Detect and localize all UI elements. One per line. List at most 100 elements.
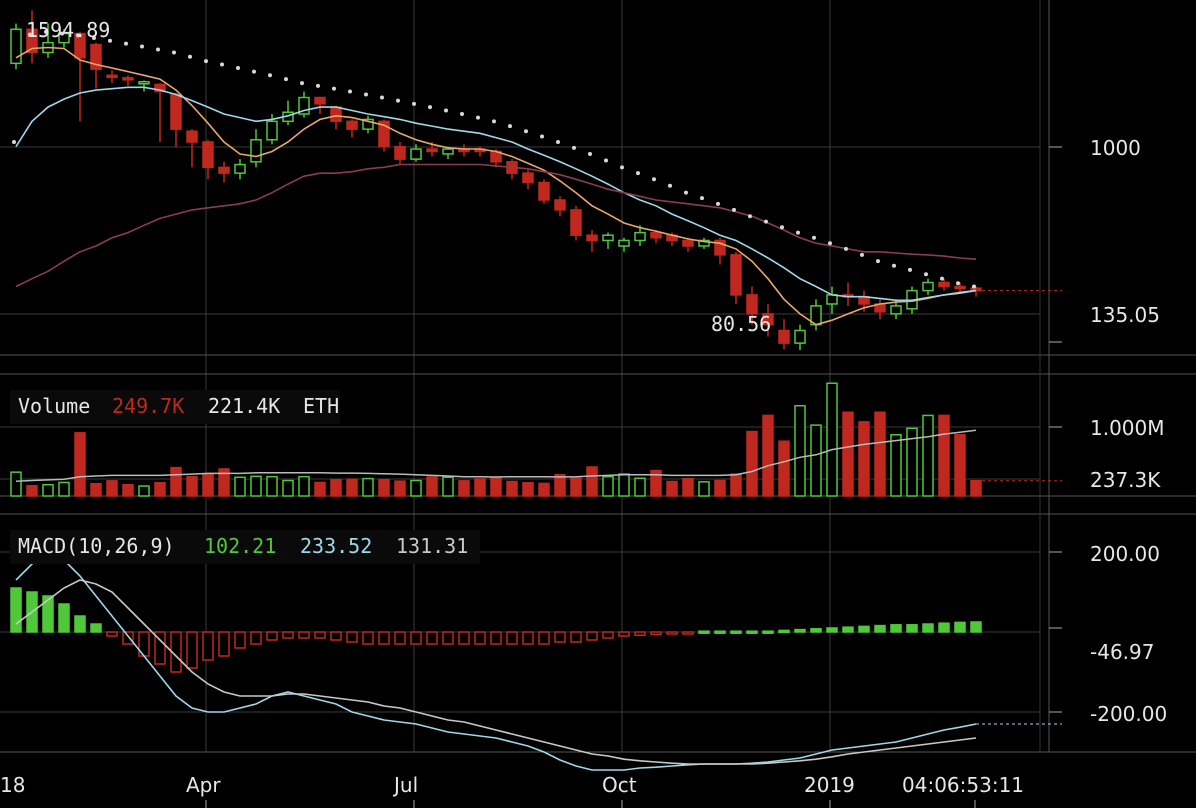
- dot-marker: [972, 284, 976, 289]
- dot-marker: [572, 145, 576, 150]
- macd-histogram-bar: [234, 631, 246, 649]
- candle-body: [730, 254, 742, 296]
- candle-body: [394, 145, 406, 160]
- macd-histogram-bar: [762, 630, 774, 634]
- volume-bar: [890, 434, 902, 497]
- volume-unit: ETH: [303, 394, 339, 418]
- x-tick-2019: 2019: [804, 773, 855, 797]
- x-tick-18: 18: [0, 773, 25, 797]
- dot-marker: [876, 259, 880, 264]
- volume-bar: [730, 473, 742, 497]
- candle-body: [586, 234, 598, 242]
- dot-marker: [588, 151, 592, 156]
- macd-histogram-bar: [714, 630, 726, 634]
- volume-bar: [842, 411, 854, 497]
- macd-histogram-bar: [282, 631, 294, 639]
- volume-bar: [346, 478, 358, 497]
- dot-marker: [300, 81, 304, 86]
- macd-signal-value: 131.31: [396, 534, 468, 558]
- candle-body: [922, 281, 934, 292]
- volume-bar: [698, 481, 710, 497]
- macd-histogram-bar: [554, 631, 566, 643]
- macd-histogram-bar: [682, 631, 694, 635]
- macd-histogram-bar: [202, 631, 214, 661]
- candle-body: [762, 313, 774, 326]
- macd-histogram-bar: [746, 630, 758, 634]
- volume-bar: [650, 469, 662, 497]
- candle-body: [746, 294, 758, 315]
- macd-histogram-bar: [730, 630, 742, 634]
- volume-bar: [522, 482, 534, 497]
- macd-histogram-bar: [218, 631, 230, 657]
- candle-body: [378, 120, 390, 148]
- volume-bar: [218, 468, 230, 497]
- volume-bar: [506, 480, 518, 497]
- macd-histogram-bar: [586, 631, 598, 641]
- dot-marker: [604, 158, 608, 163]
- volume-ma-line: [15, 429, 977, 482]
- macd-histogram-bar: [650, 631, 662, 636]
- volume-bar: [154, 482, 166, 497]
- dot-marker: [812, 235, 816, 240]
- candle-body: [602, 234, 614, 242]
- dot-marker: [140, 44, 144, 49]
- volume-bar: [458, 480, 470, 497]
- candle-body: [154, 83, 166, 93]
- macd-histogram-bar: [906, 624, 918, 633]
- dot-marker: [460, 111, 464, 116]
- macd-histogram-bar: [538, 631, 550, 645]
- candle-body: [74, 32, 86, 59]
- volume-bar: [746, 430, 758, 497]
- dot-marker: [780, 225, 784, 230]
- candle-body: [522, 172, 534, 184]
- volume-bar: [314, 481, 326, 497]
- dot-marker: [492, 119, 496, 124]
- candle-body: [314, 96, 326, 105]
- dot-marker: [188, 54, 192, 59]
- macd-histogram-bar: [858, 625, 870, 633]
- macd-histogram-bar: [90, 623, 102, 633]
- candle-body: [362, 118, 374, 130]
- volume-bar: [426, 476, 438, 497]
- volume-bar: [970, 479, 982, 497]
- candle-body: [682, 239, 694, 247]
- last-price-label: 135.05: [1090, 303, 1160, 327]
- candle-body: [106, 74, 118, 79]
- macd-histogram-bar: [10, 587, 22, 633]
- volume-value-avg: 221.4K: [208, 394, 280, 418]
- macd-histogram-bar: [602, 631, 614, 639]
- candle-body: [90, 43, 102, 70]
- dot-marker: [764, 219, 768, 224]
- volume-bar: [538, 482, 550, 497]
- candle-body: [442, 148, 454, 155]
- dot-marker: [412, 101, 416, 106]
- candle-body: [234, 163, 246, 174]
- volume-bar: [762, 414, 774, 497]
- volume-bar: [442, 476, 454, 497]
- candle-body: [250, 139, 262, 163]
- volume-bar: [138, 485, 150, 497]
- candle-body: [170, 93, 182, 130]
- candle-body: [698, 239, 710, 247]
- volume-title: Volume: [18, 394, 90, 418]
- price-moving-averages: [12, 29, 1062, 326]
- macd-histogram-bar: [362, 631, 374, 645]
- volume-bar: [474, 478, 486, 497]
- candle-body: [714, 239, 726, 256]
- macd-histogram-bar: [442, 631, 454, 645]
- candle-body: [554, 199, 566, 211]
- volume-bar: [266, 475, 278, 497]
- candle-body: [634, 231, 646, 242]
- macd-histogram-bar: [826, 627, 838, 633]
- volume-bar: [298, 475, 310, 497]
- candle-body: [890, 305, 902, 315]
- dot-marker: [860, 252, 864, 257]
- dot-marker: [924, 272, 928, 277]
- macd-histogram-bar: [394, 631, 406, 645]
- macd-histogram-bar: [842, 626, 854, 633]
- line-ma-long: [15, 163, 977, 288]
- dot-marker: [44, 29, 48, 34]
- candle-body: [954, 285, 966, 290]
- volume-bar: [778, 440, 790, 497]
